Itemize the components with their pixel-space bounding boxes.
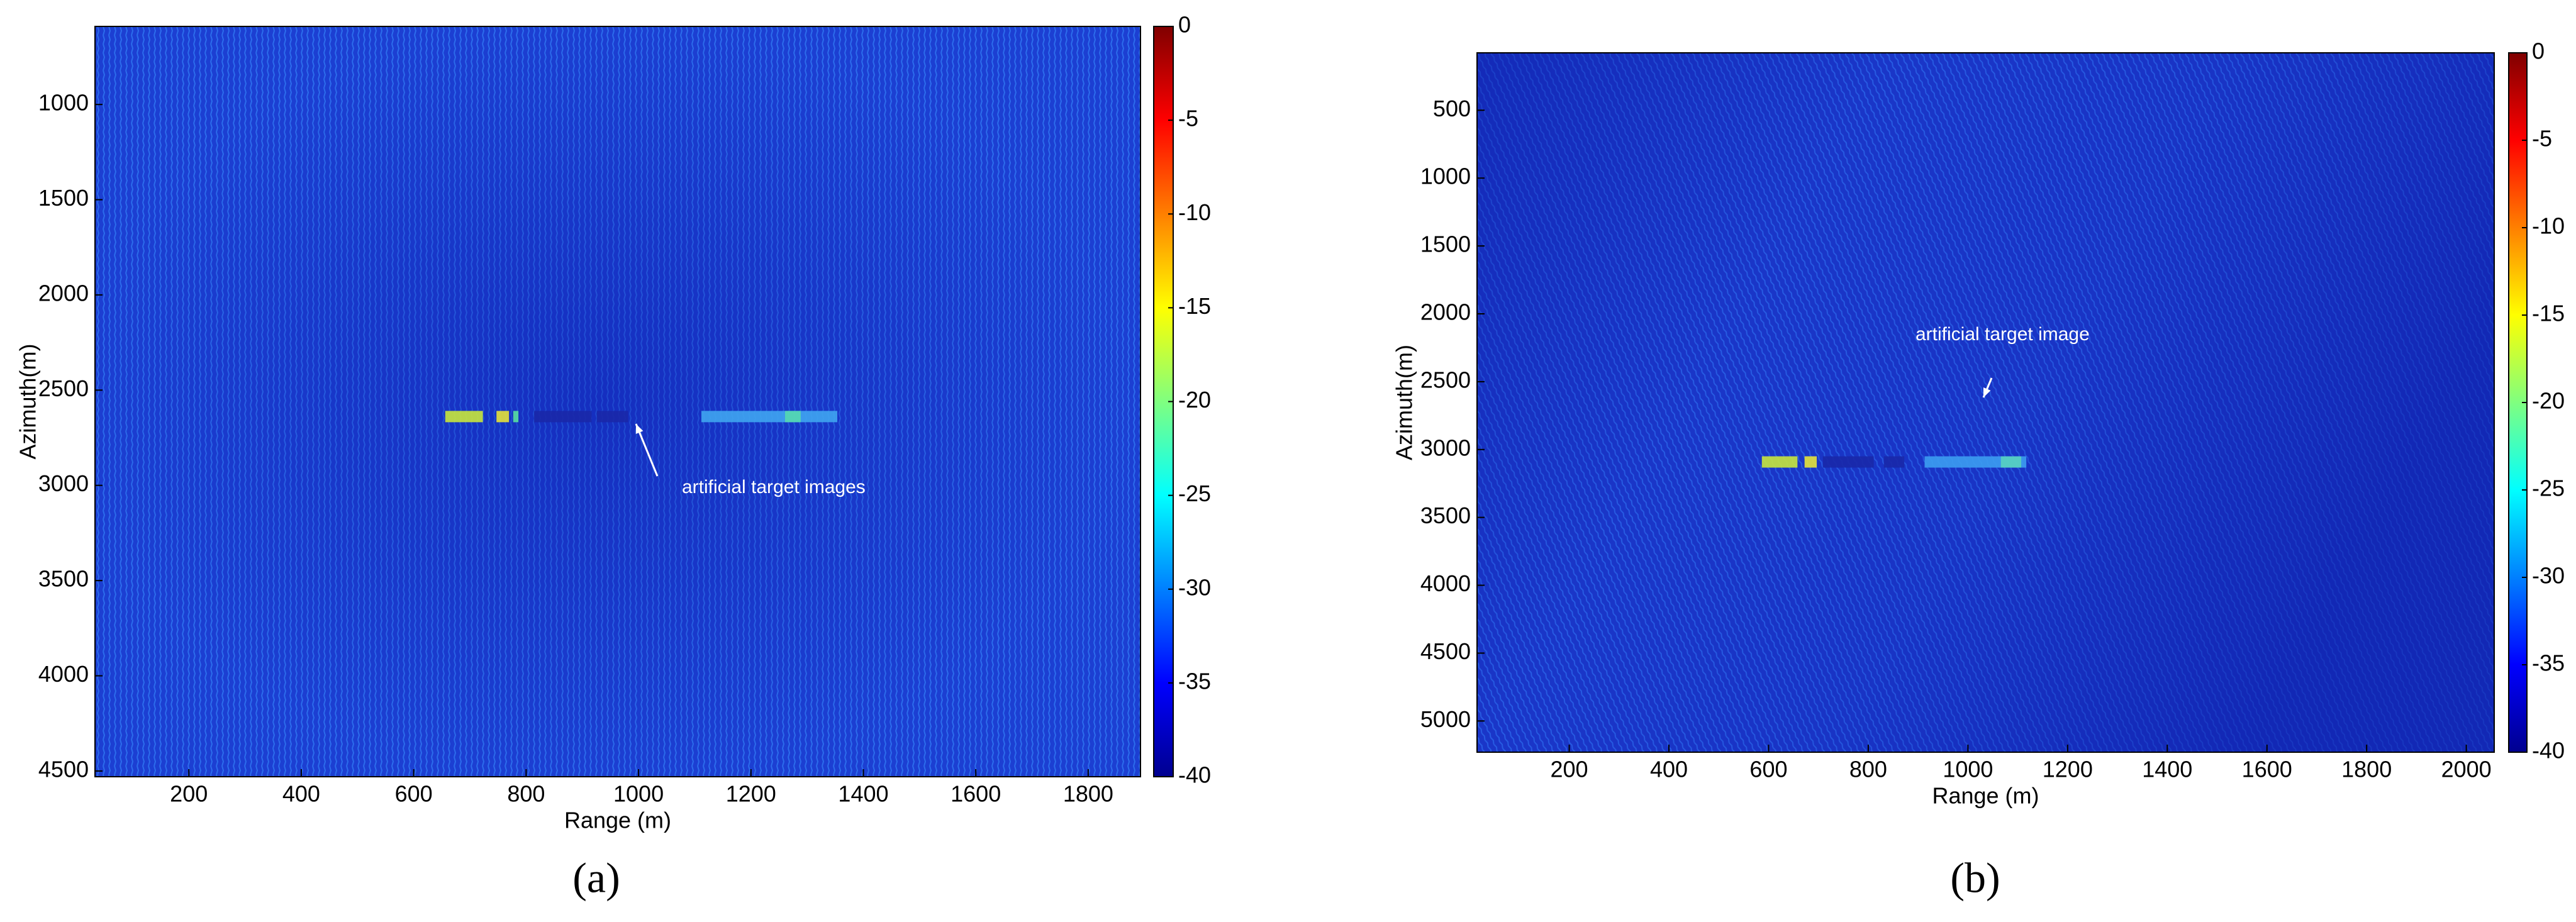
target-streak bbox=[701, 411, 838, 423]
colorbar-tick-label: -30 bbox=[1178, 574, 1211, 600]
target-streak bbox=[1822, 456, 1874, 468]
x-tick-label: 400 bbox=[282, 781, 320, 807]
y-tick-label: 3000 bbox=[38, 470, 89, 496]
target-streak bbox=[784, 411, 801, 423]
x-tick-label: 1200 bbox=[726, 781, 776, 807]
x-tick-label: 2000 bbox=[2441, 757, 2492, 782]
y-axis-label: Azimuth(m) bbox=[1391, 345, 1417, 460]
y-tick-label: 1000 bbox=[1420, 164, 1471, 189]
chart-panel: 200 400 600 800 1000 1200 1400 1600 1800 1000 1500… bbox=[15, 12, 1212, 902]
colorbar-tick-label: -40 bbox=[2532, 738, 2565, 764]
x-tick-label: 800 bbox=[507, 781, 545, 807]
y-tick-label: 4000 bbox=[38, 661, 89, 687]
panel-label: (a) bbox=[572, 854, 620, 902]
y-tick-label: 2500 bbox=[38, 375, 89, 401]
y-tick-label: 4000 bbox=[1420, 570, 1471, 596]
x-tick-label: 600 bbox=[395, 781, 433, 807]
annotation: artificial target images bbox=[682, 477, 866, 497]
colorbar-tick-label: -20 bbox=[2532, 388, 2565, 414]
y-tick-label: 500 bbox=[1433, 96, 1471, 121]
y-axis-label: Azimuth(m) bbox=[15, 343, 41, 459]
y-tick-label: 1500 bbox=[38, 185, 89, 211]
y-tick-label: 3500 bbox=[1420, 503, 1471, 528]
x-axis-label: Range (m) bbox=[564, 808, 671, 833]
y-tick-label: 4500 bbox=[1420, 638, 1471, 664]
plot-frame bbox=[1476, 52, 2495, 753]
colorbar-tick-label: -30 bbox=[2532, 563, 2565, 589]
chart-panel: 200 400 600 800 1000 1200 1400 1600 1800 2000 500 1… bbox=[1391, 38, 2565, 902]
colorbar-tick-label: -25 bbox=[1178, 480, 1211, 506]
target-streak bbox=[513, 411, 519, 423]
colorbar-tick-label: -20 bbox=[1178, 387, 1211, 413]
y-tick-label: 1500 bbox=[1420, 231, 1471, 257]
y-tick-label: 4500 bbox=[38, 756, 89, 782]
target-streak bbox=[496, 411, 510, 423]
x-tick-label: 200 bbox=[1551, 757, 1588, 782]
x-tick-label: 1000 bbox=[613, 781, 664, 807]
target-streak bbox=[1804, 456, 1817, 468]
x-tick-label: 600 bbox=[1749, 757, 1787, 782]
x-tick-label: 1200 bbox=[2043, 757, 2093, 782]
colorbar-tick-label: -35 bbox=[1178, 668, 1211, 694]
colorbar-tick-label: -10 bbox=[1178, 199, 1211, 225]
image-shade bbox=[1477, 53, 2494, 752]
plot-frame bbox=[94, 26, 1141, 777]
colorbar-tick-label: -5 bbox=[1178, 106, 1198, 131]
target-streak bbox=[1883, 456, 1905, 468]
colorbar-tick-label: -15 bbox=[2532, 301, 2565, 326]
target-streak bbox=[445, 411, 483, 423]
image-shade bbox=[95, 26, 1140, 777]
arrow-head bbox=[1983, 387, 1991, 397]
y-tick-label: 2000 bbox=[38, 280, 89, 306]
x-tick-label: 1400 bbox=[2142, 757, 2192, 782]
x-tick-label: 1600 bbox=[2242, 757, 2292, 782]
y-tick-label: 5000 bbox=[1420, 706, 1471, 732]
x-tick-label: 1600 bbox=[951, 781, 1001, 807]
x-tick-label: 400 bbox=[1650, 757, 1688, 782]
x-tick-label: 800 bbox=[1849, 757, 1887, 782]
x-tick-label: 1800 bbox=[2341, 757, 2392, 782]
target-streak bbox=[534, 411, 592, 423]
panel-label: (b) bbox=[1950, 854, 2000, 902]
colorbar-tick-label: -10 bbox=[2532, 213, 2565, 239]
target-streak bbox=[596, 411, 628, 423]
colorbar-tick-label: -35 bbox=[2532, 650, 2565, 676]
x-tick-label: 1000 bbox=[1943, 757, 1993, 782]
colorbar-tick-label: -15 bbox=[1178, 293, 1211, 319]
arrow-head bbox=[635, 424, 644, 434]
annotation-arrow bbox=[635, 423, 659, 477]
x-tick-label: 1400 bbox=[838, 781, 888, 807]
colorbar-tick-label: -40 bbox=[1178, 762, 1211, 788]
y-tick-label: 1000 bbox=[38, 90, 89, 116]
colorbar-tick-label: 0 bbox=[1178, 12, 1191, 38]
x-axis-label: Range (m) bbox=[1932, 783, 2039, 809]
colorbar-tick-label: 0 bbox=[2532, 38, 2545, 64]
annotation: artificial target image bbox=[1915, 324, 2090, 345]
y-tick-label: 3500 bbox=[38, 566, 89, 592]
y-tick-label: 2500 bbox=[1420, 367, 1471, 392]
x-tick-label: 1800 bbox=[1063, 781, 1113, 807]
x-tick-label: 200 bbox=[170, 781, 208, 807]
target-streak bbox=[1761, 456, 1798, 468]
y-tick-label: 3000 bbox=[1420, 435, 1471, 460]
target-streak bbox=[2000, 456, 2022, 468]
y-tick-label: 2000 bbox=[1420, 299, 1471, 325]
colorbar-tick-label: -25 bbox=[2532, 475, 2565, 501]
colorbar-tick-label: -5 bbox=[2532, 126, 2552, 152]
